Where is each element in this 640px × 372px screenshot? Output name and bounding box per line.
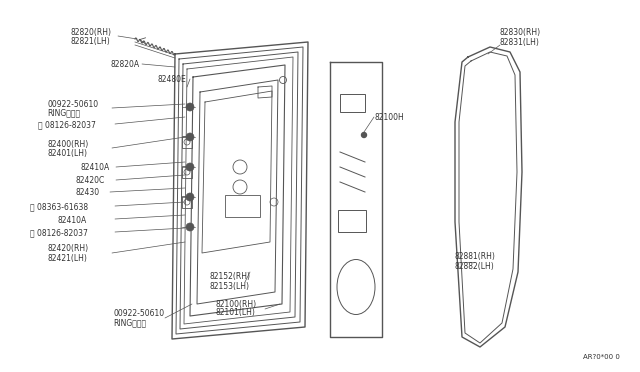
Text: 82480E: 82480E	[158, 74, 187, 83]
Text: Ⓑ 08126-82037: Ⓑ 08126-82037	[38, 121, 96, 129]
Text: 82420C: 82420C	[75, 176, 104, 185]
Text: 82410A: 82410A	[57, 215, 86, 224]
Text: 82821(LH): 82821(LH)	[70, 36, 109, 45]
Text: 82100(RH): 82100(RH)	[215, 299, 256, 308]
Text: 82820(RH): 82820(RH)	[70, 28, 111, 36]
Text: RINGリング: RINGリング	[113, 318, 146, 327]
Bar	[338, 210, 366, 232]
Text: 82101(LH): 82101(LH)	[215, 308, 255, 317]
Text: 82401(LH): 82401(LH)	[47, 148, 87, 157]
Text: 82420(RH): 82420(RH)	[47, 244, 88, 253]
Text: 82152(RH): 82152(RH)	[210, 273, 251, 282]
Circle shape	[186, 133, 194, 141]
Circle shape	[186, 193, 194, 201]
Circle shape	[186, 163, 194, 171]
Text: 82410A: 82410A	[80, 163, 109, 171]
Bar	[182, 166, 192, 178]
Text: Ⓢ 08363-61638: Ⓢ 08363-61638	[30, 202, 88, 212]
Text: AR?0*00 0: AR?0*00 0	[583, 354, 620, 360]
Bar	[340, 94, 365, 112]
Text: RINGリング: RINGリング	[47, 109, 80, 118]
Bar	[182, 196, 192, 208]
Text: 82400(RH): 82400(RH)	[47, 140, 88, 148]
Circle shape	[186, 223, 194, 231]
Bar	[182, 136, 192, 148]
Text: Ⓑ 08126-82037: Ⓑ 08126-82037	[30, 228, 88, 237]
Text: 82881(RH): 82881(RH)	[455, 253, 496, 262]
Text: 82421(LH): 82421(LH)	[47, 253, 87, 263]
Text: 00922-50610: 00922-50610	[47, 99, 98, 109]
Text: 82430: 82430	[75, 187, 99, 196]
Text: 82153(LH): 82153(LH)	[210, 282, 250, 291]
Text: 82882(LH): 82882(LH)	[455, 263, 495, 272]
Text: 00922-50610: 00922-50610	[113, 310, 164, 318]
Text: 82831(LH): 82831(LH)	[500, 38, 540, 46]
Text: 82820A: 82820A	[110, 60, 139, 68]
Bar	[225, 195, 260, 217]
Text: 82100H: 82100H	[375, 112, 404, 122]
Text: 82830(RH): 82830(RH)	[500, 28, 541, 36]
Circle shape	[362, 132, 367, 138]
Circle shape	[186, 103, 194, 111]
